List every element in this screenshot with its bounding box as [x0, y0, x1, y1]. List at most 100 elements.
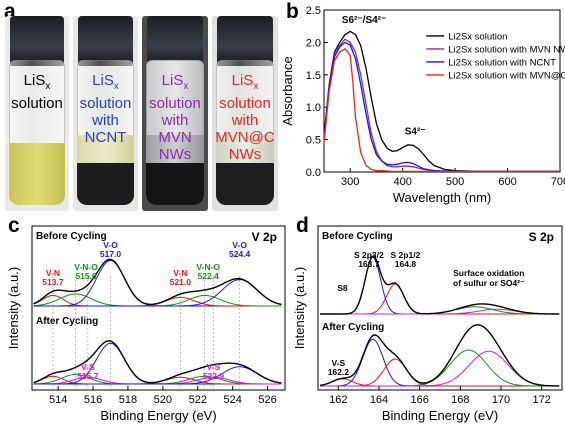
s2p32-label: S 2p3/2 [354, 250, 384, 260]
panel-letter-b: b [286, 0, 299, 23]
x-tick-label: 400 [393, 176, 411, 188]
series-line-3 [323, 48, 560, 173]
annotation-s6-s4: S6²⁻/S4²⁻ [342, 15, 386, 26]
peak-value-after-0: 515.7 [77, 371, 99, 381]
peak-value-before-3: 521.0 [170, 277, 192, 287]
vs-label: V-S [331, 358, 345, 368]
vial-label: LiSx solution with NCNT [79, 72, 132, 146]
after-component-7 [33, 366, 282, 385]
peak-value-before-4: 522.4 [198, 271, 220, 281]
x-tick-label: 300 [341, 176, 359, 188]
peak-label-before-4: V-N-O [196, 262, 220, 272]
panel-letter-c: c [8, 214, 20, 237]
peak-value-before-2: 517.0 [100, 249, 122, 259]
y-tick-label: 2.5 [306, 5, 321, 17]
yellow-liquid [8, 143, 66, 205]
peak-value-before-5: 524.4 [229, 249, 251, 259]
before-component-0 [33, 294, 282, 307]
after-component-3 [320, 349, 560, 387]
vial-mvn: LiSx solution with MVN NWs [142, 16, 208, 211]
y-tick-label: 1.0 [306, 102, 321, 114]
x-tick-label: 500 [446, 176, 464, 188]
peak-label-before-2: V-O [103, 240, 118, 250]
x-tick-label: 526 [258, 394, 276, 406]
plot-frame [317, 225, 563, 391]
series-line-0 [323, 30, 560, 173]
after-envelope [319, 324, 560, 387]
vial-cap [78, 16, 133, 66]
peak-label-before-3: V-N [173, 268, 187, 278]
x-tick-label: 172 [532, 394, 550, 406]
s2p32-value: 163.7 [358, 259, 380, 269]
vial-cap [217, 16, 273, 66]
x-tick-label: 168 [451, 394, 469, 406]
legend-entry-2: Li2Sx solution with NCNT [448, 57, 556, 68]
annotation-s4: S4²⁻ [405, 126, 426, 137]
s2p12-label: S 2p1/2 [391, 250, 421, 260]
x-tick-label: 170 [492, 394, 510, 406]
before-component-2 [33, 259, 282, 307]
vial-label: LiSx solution with MVN NWs [149, 72, 201, 163]
peak-label-before-0: V-N [46, 268, 60, 278]
v2p-xps-chart: 514 516 518 520 522 524 526 Binding Energy (eV)… [6, 225, 286, 423]
vial-label: LiSx solution with MVN@C NWs [215, 72, 275, 163]
uv-vis-chart: 300 400 500 600 700 0.0 0.5 1.0 1.5 2.0 2.5 Wavelen… [280, 5, 565, 205]
x-axis-label: Binding Energy (eV) [382, 408, 498, 423]
black-sediment [76, 163, 135, 205]
vial-mvn-c: LiSx solution with MVN@C NWs [212, 16, 278, 211]
x-tick-label: 600 [498, 176, 516, 188]
before-component-4 [33, 294, 282, 307]
peak-value-before-1: 515.0 [75, 271, 97, 281]
vial-li2sx: LiSx solution [5, 16, 69, 211]
peak-label-before-5: V-O [232, 240, 247, 250]
black-sediment [145, 163, 205, 205]
y-tick-label: 0.5 [306, 135, 321, 147]
s2p-xps-chart: 162 164 166 168 170 172 Binding Energy (eV) Int… [292, 225, 563, 423]
x-tick-label: 514 [49, 394, 67, 406]
legend-entry-1: Li2Sx solution with MVN NWs [448, 44, 565, 55]
peak-label-after-0: V-S [81, 362, 95, 372]
peak-label-after-1: V-S [207, 362, 221, 372]
after-cycling-label: After Cycling [322, 322, 384, 333]
before-cycling-label: Before Cycling [322, 231, 393, 242]
x-tick-label: 520 [154, 394, 172, 406]
y-tick-label: 0.0 [306, 167, 321, 179]
vial-ncnt: LiSx solution with NCNT [73, 16, 138, 211]
y-axis-label: Intensity (a.u.) [6, 267, 21, 349]
oxidation-label-1: Surface oxidation [453, 268, 524, 278]
y-tick-label: 2.0 [306, 37, 321, 49]
x-axis-label: Binding Energy (eV) [100, 408, 216, 423]
after-component-3 [33, 342, 282, 385]
after-cycling-label: After Cycling [36, 316, 98, 327]
chart-title: S 2p [529, 230, 554, 244]
vial-cap [10, 16, 64, 66]
x-tick-label: 162 [329, 394, 347, 406]
plot-frame [31, 225, 286, 391]
vial-cap [147, 16, 203, 66]
peak-value-after-1: 522.9 [203, 371, 225, 381]
x-tick-label: 166 [410, 394, 428, 406]
panel-letter-a: a [4, 0, 16, 23]
x-tick-label: 516 [84, 394, 102, 406]
x-tick-label: 522 [189, 394, 207, 406]
y-axis-label: Intensity (a.u.) [292, 267, 307, 349]
after-envelope [33, 340, 282, 384]
legend-entry-0: Li2Sx solution [448, 31, 507, 42]
before-envelope [320, 255, 560, 315]
chart-title: V 2p [252, 230, 277, 244]
y-axis-label: Absorbance [280, 56, 295, 125]
after-component-4 [320, 350, 560, 387]
x-tick-label: 164 [370, 394, 388, 406]
black-sediment [215, 163, 275, 205]
vial-label: LiSx solution [11, 72, 63, 112]
legend-entry-3: Li2Sx solution with MVN@C NWs [448, 70, 565, 81]
x-tick-label: 518 [119, 394, 137, 406]
s2p12-value: 164.8 [395, 259, 417, 269]
x-axis-label: Wavelength (nm) [393, 190, 492, 205]
x-tick-label: 700 [551, 176, 565, 188]
before-component-5 [33, 279, 282, 307]
peak-value-before-0: 513.7 [42, 277, 64, 287]
y-tick-label: 1.5 [306, 70, 321, 82]
before-cycling-label: Before Cycling [36, 231, 107, 242]
vs-value: 162.2 [328, 367, 350, 377]
